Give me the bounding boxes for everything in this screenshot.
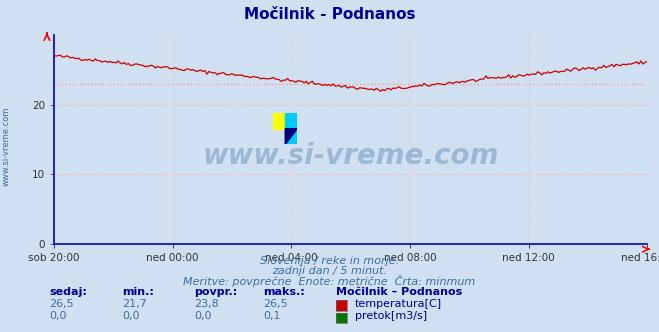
Text: 0,0: 0,0 — [49, 311, 67, 321]
Bar — [285, 113, 297, 129]
Bar — [273, 113, 285, 129]
Text: maks.:: maks.: — [264, 288, 305, 297]
Text: 23,8: 23,8 — [194, 299, 219, 309]
Bar — [285, 129, 297, 144]
Polygon shape — [285, 129, 297, 144]
Polygon shape — [285, 129, 297, 144]
Text: 26,5: 26,5 — [264, 299, 288, 309]
Text: pretok[m3/s]: pretok[m3/s] — [355, 311, 426, 321]
Text: min.:: min.: — [122, 288, 154, 297]
Text: www.si-vreme.com: www.si-vreme.com — [2, 106, 11, 186]
Text: zadnji dan / 5 minut.: zadnji dan / 5 minut. — [272, 266, 387, 276]
Text: 0,1: 0,1 — [264, 311, 281, 321]
Text: sedaj:: sedaj: — [49, 288, 87, 297]
Text: Meritve: povprečne  Enote: metrične  Črta: minmum: Meritve: povprečne Enote: metrične Črta:… — [183, 275, 476, 287]
Text: Slovenija / reke in morje.: Slovenija / reke in morje. — [260, 256, 399, 266]
Text: temperatura[C]: temperatura[C] — [355, 299, 442, 309]
Text: Močilnik – Podnanos: Močilnik – Podnanos — [336, 288, 463, 297]
Text: povpr.:: povpr.: — [194, 288, 238, 297]
Text: 26,5: 26,5 — [49, 299, 74, 309]
Text: 0,0: 0,0 — [194, 311, 212, 321]
Text: 21,7: 21,7 — [122, 299, 147, 309]
Text: Močilnik - Podnanos: Močilnik - Podnanos — [244, 7, 415, 23]
Text: 0,0: 0,0 — [122, 311, 140, 321]
Text: www.si-vreme.com: www.si-vreme.com — [202, 142, 499, 170]
